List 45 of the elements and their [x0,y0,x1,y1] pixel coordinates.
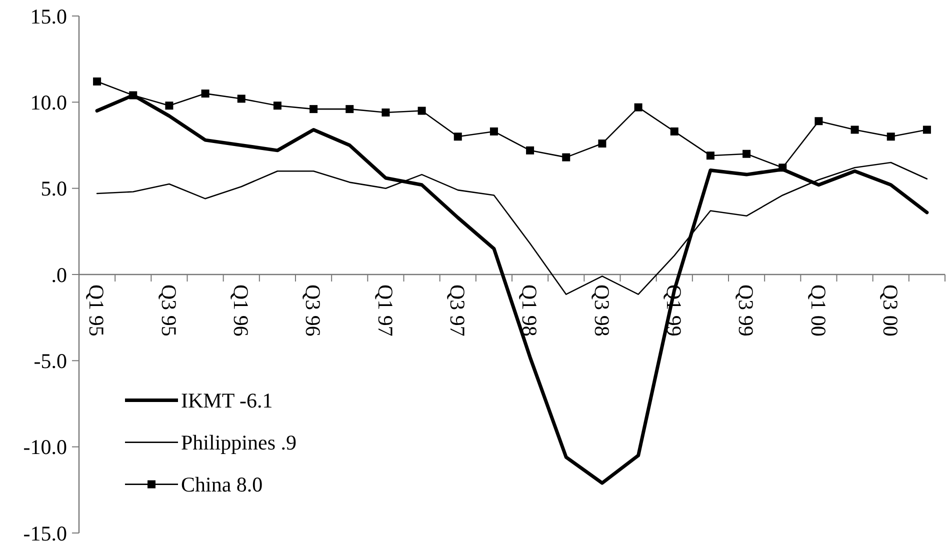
y-tick-label: -15.0 [23,521,67,546]
x-tick-label: Q1 98 [518,284,542,336]
x-tick-label: Q3 99 [734,284,758,336]
point [526,146,534,154]
x-tick-label: Q3 96 [301,284,326,336]
point [346,105,354,114]
point [562,153,570,162]
point [201,90,210,98]
point [778,164,787,172]
y-tick-label: -5.0 [34,349,67,374]
y-tick-label: .0 [51,262,67,287]
point [382,108,390,117]
point [670,127,678,136]
legend-label: IKMT -6.1 [181,388,273,413]
point [490,127,498,136]
point [886,132,895,141]
point [93,77,102,86]
point [634,103,642,112]
legend-label: China 8.0 [181,472,263,497]
x-tick-label: Q3 97 [446,284,470,336]
x-tick-label: Q3 98 [590,284,614,336]
x-tick-label: Q1 96 [229,284,254,336]
point [237,94,246,103]
y-tick-label: -10.0 [23,435,67,460]
point [850,126,859,134]
point [598,140,606,148]
point [129,91,138,100]
legend-label: Philippines .9 [181,430,297,455]
y-tick-label: 10.0 [30,90,67,115]
point [310,105,318,114]
point [418,106,426,115]
x-tick-label: Q1 95 [84,284,109,336]
x-tick-label: Q1 97 [373,284,398,336]
point [454,132,462,141]
point [706,152,714,160]
point [273,102,282,110]
point [742,150,751,158]
y-tick-label: 15.0 [30,4,67,28]
point [922,126,931,134]
y-tick-label: 5.0 [40,176,67,201]
x-tick-label: Q1 00 [806,284,830,336]
point [814,117,823,126]
point [165,102,174,110]
x-tick-label: Q3 00 [878,284,903,336]
x-tick-label: Q3 95 [156,284,181,336]
